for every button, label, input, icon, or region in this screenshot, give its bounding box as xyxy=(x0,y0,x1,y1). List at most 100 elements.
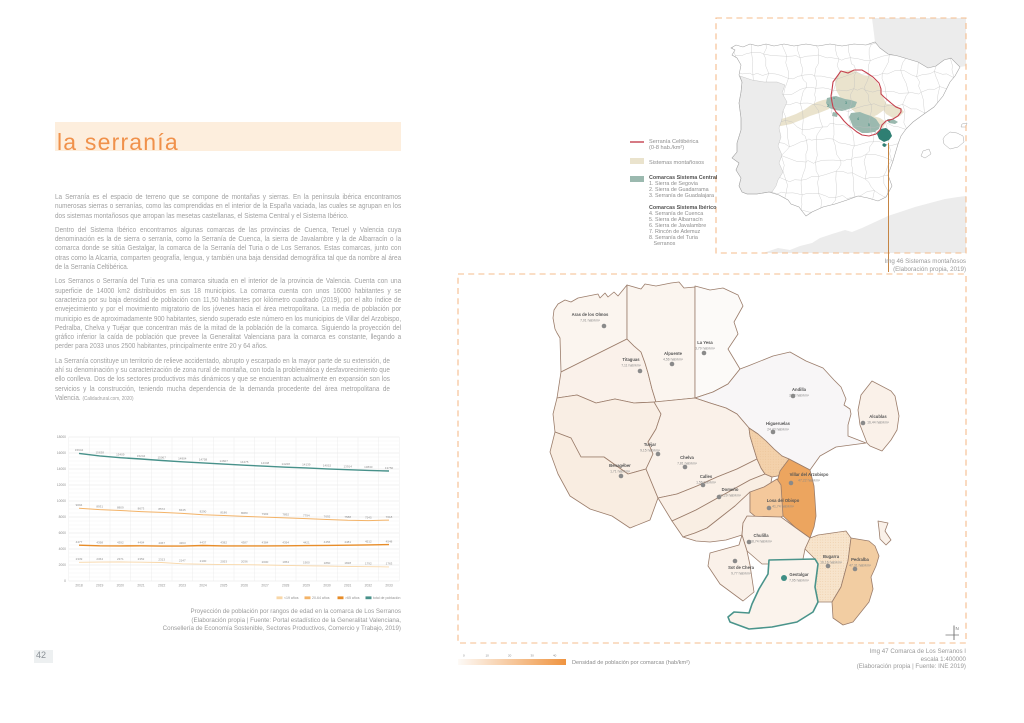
svg-text:14758: 14758 xyxy=(199,458,208,462)
svg-text:Calles: Calles xyxy=(700,474,713,479)
svg-text:13830: 13830 xyxy=(364,465,373,469)
svg-text:8290: 8290 xyxy=(200,510,207,514)
svg-text:7,11 hab/km²: 7,11 hab/km² xyxy=(621,364,641,368)
svg-text:2032: 2032 xyxy=(365,584,373,588)
svg-text:Villar del Arzobispo: Villar del Arzobispo xyxy=(790,472,829,477)
svg-text:Losa del Obispo: Losa del Obispo xyxy=(767,498,800,503)
svg-text:24,43 hab/km²: 24,43 hab/km² xyxy=(767,428,790,432)
svg-text:Alcublas: Alcublas xyxy=(869,414,887,419)
svg-text:total de población: total de población xyxy=(373,596,400,600)
svg-text:Gestalgar: Gestalgar xyxy=(789,572,809,577)
svg-text:8080: 8080 xyxy=(241,511,248,515)
svg-text:4384: 4384 xyxy=(262,541,269,545)
svg-text:4512: 4512 xyxy=(365,540,372,544)
svg-text:2371: 2371 xyxy=(117,557,124,561)
svg-text:>65 años: >65 años xyxy=(345,596,360,600)
svg-text:4: 4 xyxy=(857,117,859,121)
svg-text:2027: 2027 xyxy=(261,584,269,588)
svg-text:1763: 1763 xyxy=(386,562,393,566)
svg-text:Titaguas: Titaguas xyxy=(622,357,640,362)
svg-text:12000: 12000 xyxy=(57,483,66,487)
svg-text:7618: 7618 xyxy=(386,515,393,519)
svg-text:2339: 2339 xyxy=(76,557,83,561)
svg-text:4382: 4382 xyxy=(220,541,227,545)
svg-text:47,22 hab/km²: 47,22 hab/km² xyxy=(798,479,821,483)
svg-text:1: 1 xyxy=(833,96,835,100)
svg-text:2024: 2024 xyxy=(199,584,207,588)
svg-text:15944: 15944 xyxy=(75,448,84,452)
svg-text:7: 7 xyxy=(874,131,876,135)
svg-text:Chelva: Chelva xyxy=(680,455,694,460)
svg-text:16000: 16000 xyxy=(57,451,66,455)
svg-text:16,16 hab/km²: 16,16 hab/km² xyxy=(820,561,843,565)
svg-text:14904: 14904 xyxy=(178,457,187,461)
svg-text:1954: 1954 xyxy=(282,560,289,564)
svg-text:6000: 6000 xyxy=(59,531,67,535)
svg-text:2021: 2021 xyxy=(137,584,145,588)
svg-text:2053: 2053 xyxy=(220,559,227,563)
svg-text:9,77 hab/km²: 9,77 hab/km² xyxy=(731,572,752,576)
svg-text:1,56 hab/km²: 1,56 hab/km² xyxy=(696,481,717,485)
svg-text:8673: 8673 xyxy=(138,506,145,510)
svg-text:4437: 4437 xyxy=(200,540,207,544)
svg-text:4548: 4548 xyxy=(386,539,393,543)
svg-text:N: N xyxy=(956,626,959,631)
svg-text:3: 3 xyxy=(845,101,847,105)
svg-text:2028: 2028 xyxy=(282,584,290,588)
svg-text:15409: 15409 xyxy=(116,453,125,457)
svg-text:1900: 1900 xyxy=(303,561,310,565)
svg-text:14348: 14348 xyxy=(261,461,270,465)
svg-text:4387: 4387 xyxy=(241,541,248,545)
svg-text:2020: 2020 xyxy=(117,584,125,588)
svg-text:4456: 4456 xyxy=(324,540,331,544)
svg-text:1828: 1828 xyxy=(344,561,351,565)
svg-text:7892: 7892 xyxy=(282,513,289,517)
svg-text:20: 20 xyxy=(508,654,512,658)
svg-text:7,01 hab/km²: 7,01 hab/km² xyxy=(580,319,601,323)
svg-text:4000: 4000 xyxy=(59,547,67,551)
svg-text:14000: 14000 xyxy=(57,467,66,471)
svg-text:16,44 hab/km²: 16,44 hab/km² xyxy=(867,421,890,425)
svg-text:1792: 1792 xyxy=(365,562,372,566)
svg-text:2352: 2352 xyxy=(138,557,145,561)
svg-text:2031: 2031 xyxy=(344,584,352,588)
svg-text:13914: 13914 xyxy=(344,465,353,469)
svg-text:40: 40 xyxy=(553,654,557,658)
svg-text:4,56 hab/km²: 4,56 hab/km² xyxy=(663,358,684,362)
svg-text:8809: 8809 xyxy=(117,505,124,509)
svg-text:Higueruelas: Higueruelas xyxy=(766,421,791,426)
svg-text:9,15 hab/km²: 9,15 hab/km² xyxy=(640,449,661,453)
svg-text:20-64 años: 20-64 años xyxy=(312,596,330,600)
svg-text:Densidad de población por coma: Densidad de población por comarcas (hab/… xyxy=(572,660,690,666)
svg-text:Andilla: Andilla xyxy=(792,387,807,392)
svg-text:2025: 2025 xyxy=(220,584,228,588)
svg-text:7545: 7545 xyxy=(365,515,372,519)
svg-text:8445: 8445 xyxy=(179,508,186,512)
svg-text:2022: 2022 xyxy=(158,584,166,588)
svg-text:2036: 2036 xyxy=(241,560,248,564)
svg-text:2,22 hab/km²: 2,22 hab/km² xyxy=(789,394,810,398)
svg-text:4392: 4392 xyxy=(117,541,124,545)
svg-text:7,81 hab/km²: 7,81 hab/km² xyxy=(677,462,698,466)
svg-text:10,29 hab/km²: 10,29 hab/km² xyxy=(719,494,742,498)
svg-text:18000: 18000 xyxy=(57,435,66,439)
svg-text:30: 30 xyxy=(531,654,535,658)
svg-text:0: 0 xyxy=(463,654,465,658)
svg-text:2000: 2000 xyxy=(59,563,67,567)
svg-text:4363: 4363 xyxy=(179,541,186,545)
svg-text:2100: 2100 xyxy=(200,559,207,563)
svg-text:Domeño: Domeño xyxy=(722,487,739,492)
svg-text:14475: 14475 xyxy=(240,460,249,464)
svg-text:4421: 4421 xyxy=(303,540,310,544)
svg-text:5: 5 xyxy=(868,123,870,127)
svg-text:2030: 2030 xyxy=(323,584,331,588)
svg-text:2019: 2019 xyxy=(96,584,104,588)
svg-text:14228: 14228 xyxy=(282,462,291,466)
svg-text:2023: 2023 xyxy=(179,584,187,588)
svg-text:13750: 13750 xyxy=(385,466,394,470)
svg-text:4367: 4367 xyxy=(158,541,165,545)
svg-text:15244: 15244 xyxy=(137,454,146,458)
svg-text:2018: 2018 xyxy=(75,584,83,588)
svg-text:1,71 hab/km²: 1,71 hab/km² xyxy=(610,470,631,474)
svg-text:6: 6 xyxy=(888,119,890,123)
